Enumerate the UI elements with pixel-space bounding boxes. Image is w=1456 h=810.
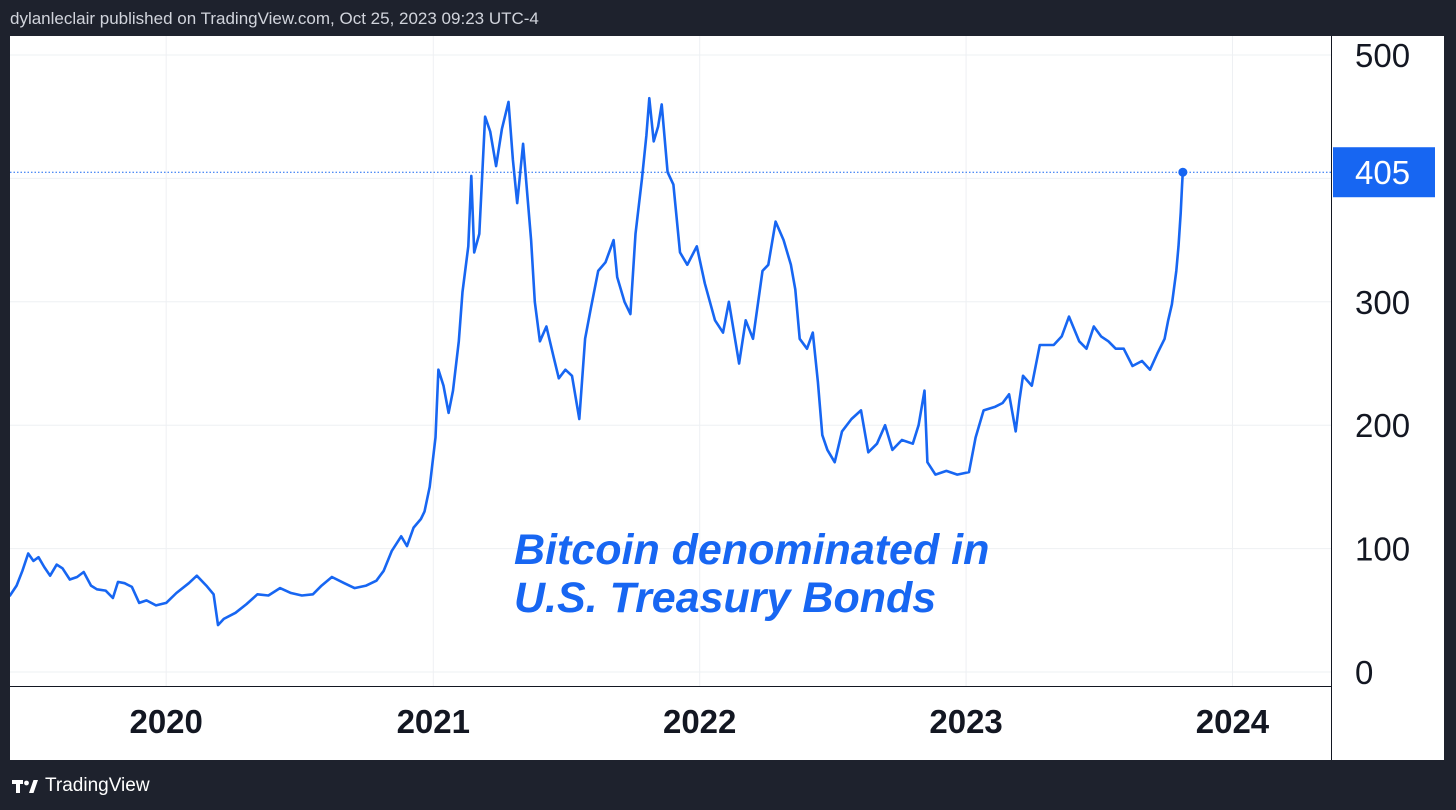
- tradingview-logo-icon: [12, 780, 38, 793]
- x-tick-label-2024: 2024: [1196, 703, 1270, 740]
- x-tick-label-2023: 2023: [929, 703, 1002, 740]
- series-line: [10, 96, 1185, 627]
- y-tick-label-100: 100: [1355, 531, 1410, 568]
- last-value-badge: [1333, 147, 1435, 198]
- chart-panel: 010020030040050020202021202220232024405 …: [10, 36, 1444, 760]
- price-chart[interactable]: 010020030040050020202021202220232024405: [10, 36, 1444, 760]
- footer-brand-label: TradingView: [45, 775, 150, 796]
- y-tick-label-500: 500: [1355, 37, 1410, 74]
- x-tick-label-2020: 2020: [129, 703, 202, 740]
- annotation-line-2: U.S. Treasury Bonds: [514, 574, 937, 622]
- x-tick-label-2022: 2022: [663, 703, 736, 740]
- last-value-label: 405: [1355, 154, 1410, 191]
- y-tick-label-0: 0: [1355, 654, 1373, 691]
- chart-annotation: Bitcoin denominated in U.S. Treasury Bon…: [514, 526, 989, 622]
- publisher-header: dylanleclair published on TradingView.co…: [10, 9, 539, 28]
- last-value-point: [1178, 167, 1188, 177]
- y-tick-label-200: 200: [1355, 407, 1410, 444]
- y-tick-label-300: 300: [1355, 284, 1410, 321]
- x-tick-label-2021: 2021: [397, 703, 470, 740]
- footer-brand[interactable]: TradingView: [12, 775, 150, 797]
- annotation-line-1: Bitcoin denominated in: [514, 526, 990, 574]
